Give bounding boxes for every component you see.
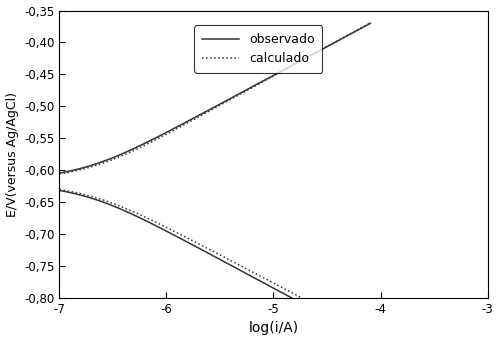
X-axis label: log(i/A): log(i/A) <box>249 322 298 336</box>
Y-axis label: E/V(versus Ag/AgCl): E/V(versus Ag/AgCl) <box>5 92 18 217</box>
calculado <box>331 40 337 44</box>
calculado <box>366 21 372 25</box>
calculado <box>153 138 159 142</box>
Line: calculado: calculado <box>59 23 369 174</box>
calculado <box>56 172 62 176</box>
observado <box>210 106 216 110</box>
Legend: observado, calculado: observado, calculado <box>194 26 322 73</box>
calculado <box>88 165 94 169</box>
calculado <box>108 158 114 162</box>
observado <box>199 112 205 116</box>
observado <box>275 71 281 75</box>
observado <box>133 146 139 150</box>
observado <box>268 75 274 79</box>
observado <box>237 91 243 95</box>
calculado <box>243 89 249 93</box>
Line: observado: observado <box>59 23 370 173</box>
calculado <box>281 68 287 72</box>
observado <box>367 21 373 25</box>
observado <box>56 171 62 175</box>
